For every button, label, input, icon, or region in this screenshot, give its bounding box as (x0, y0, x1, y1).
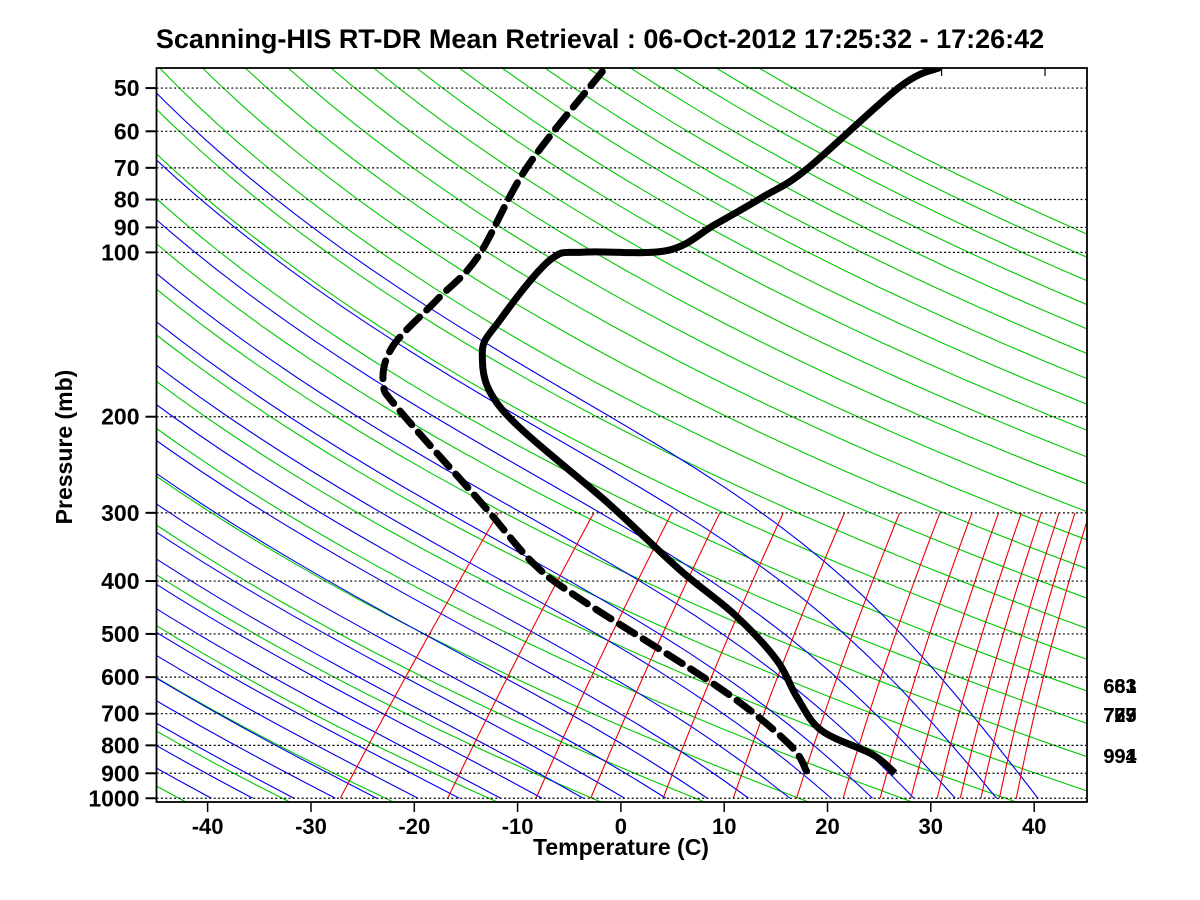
svg-text:70: 70 (114, 155, 140, 181)
svg-text:80: 80 (114, 187, 140, 213)
svg-text:50: 50 (114, 75, 140, 101)
svg-text:777: 777 (1103, 705, 1136, 727)
svg-text:400: 400 (101, 568, 139, 594)
svg-text:683: 683 (1103, 676, 1136, 698)
svg-text:100: 100 (101, 239, 139, 265)
svg-text:300: 300 (101, 500, 139, 526)
svg-text:90: 90 (114, 214, 140, 240)
svg-text:Pressure (mb): Pressure (mb) (51, 370, 77, 525)
svg-text:800: 800 (101, 732, 139, 758)
svg-text:Temperature (C): Temperature (C) (533, 834, 709, 860)
svg-text:600: 600 (101, 664, 139, 690)
svg-text:200: 200 (101, 404, 139, 430)
svg-text:Scanning-HIS RT-DR Mean Retrie: Scanning-HIS RT-DR Mean Retrieval : 06-O… (156, 24, 1044, 54)
svg-text:700: 700 (101, 701, 139, 727)
svg-text:500: 500 (101, 621, 139, 647)
svg-text:-30: -30 (295, 814, 327, 839)
svg-text:-40: -40 (192, 814, 224, 839)
svg-text:60: 60 (114, 118, 140, 144)
svg-text:20: 20 (815, 814, 839, 839)
svg-text:991: 991 (1103, 746, 1136, 768)
svg-text:40: 40 (1022, 814, 1046, 839)
svg-text:-20: -20 (398, 814, 430, 839)
svg-text:30: 30 (919, 814, 943, 839)
svg-text:1000: 1000 (88, 785, 139, 811)
svg-text:-10: -10 (502, 814, 534, 839)
svg-text:10: 10 (712, 814, 736, 839)
svg-text:900: 900 (101, 760, 139, 786)
